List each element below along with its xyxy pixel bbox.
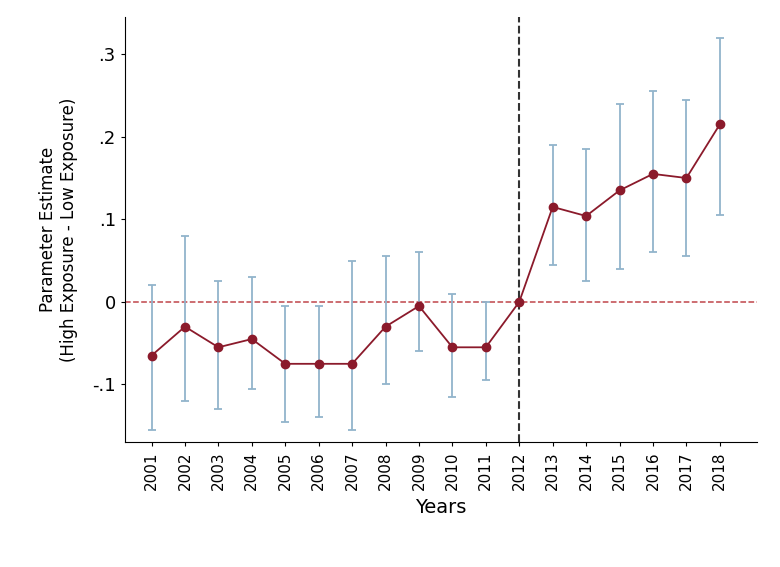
Y-axis label: Parameter Estimate
(High Exposure - Low Exposure): Parameter Estimate (High Exposure - Low … [40, 98, 78, 362]
X-axis label: Years: Years [415, 498, 466, 517]
